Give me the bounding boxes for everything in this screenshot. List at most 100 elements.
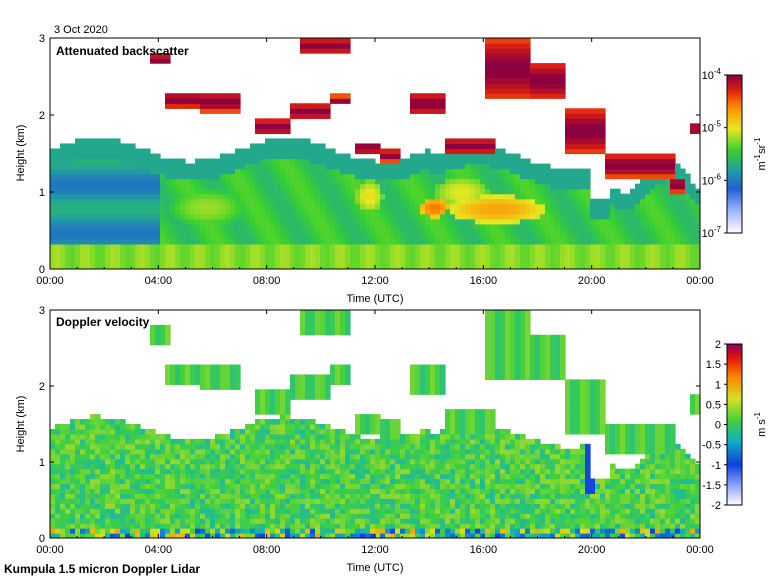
velocity-cell	[305, 394, 311, 400]
velocity-cell	[280, 443, 286, 450]
backscatter-cell	[655, 218, 661, 225]
velocity-cell	[315, 448, 321, 455]
velocity-cell	[310, 310, 316, 316]
velocity-cell	[55, 483, 61, 490]
backscatter-cell	[525, 228, 531, 235]
backscatter-cell	[165, 98, 171, 104]
backscatter-cell	[455, 173, 461, 180]
velocity-cell	[225, 438, 231, 445]
backscatter-cell	[180, 263, 186, 269]
backscatter-cell	[490, 73, 496, 79]
backscatter-cell	[90, 183, 96, 190]
velocity-cell	[85, 419, 91, 425]
velocity-cell	[300, 513, 306, 519]
backscatter-cell	[385, 193, 391, 200]
backscatter-cell	[430, 263, 436, 269]
velocity-cell	[230, 483, 236, 490]
backscatter-cell	[480, 138, 486, 145]
velocity-cell	[155, 518, 161, 524]
velocity-cell	[195, 483, 201, 490]
backscatter-cell	[520, 78, 526, 84]
backscatter-cell	[575, 198, 581, 205]
velocity-cell	[135, 493, 141, 499]
backscatter-cell	[315, 178, 321, 185]
backscatter-cell	[430, 98, 436, 104]
backscatter-cell	[195, 173, 201, 180]
backscatter-cell	[70, 153, 76, 160]
velocity-cell	[225, 443, 231, 450]
velocity-cell	[215, 369, 221, 376]
backscatter-cell	[100, 163, 106, 170]
velocity-cell	[290, 424, 296, 430]
velocity-cell	[80, 463, 86, 470]
backscatter-cell	[335, 223, 341, 230]
backscatter-cell	[595, 253, 601, 260]
backscatter-cell	[445, 173, 451, 180]
velocity-cell	[65, 453, 71, 460]
backscatter-cell	[255, 153, 261, 160]
velocity-cell	[310, 319, 316, 326]
backscatter-cell	[525, 243, 531, 250]
backscatter-cell	[280, 178, 286, 185]
velocity-cell	[160, 478, 166, 485]
backscatter-cell	[270, 238, 276, 245]
backscatter-cell	[630, 258, 636, 265]
velocity-cell	[55, 478, 61, 485]
backscatter-cell	[635, 193, 641, 200]
backscatter-cell	[135, 203, 141, 210]
velocity-cell	[285, 493, 291, 499]
backscatter-cell	[200, 108, 206, 114]
backscatter-cell	[680, 208, 686, 215]
backscatter-cell	[200, 228, 206, 235]
backscatter-cell	[330, 238, 336, 245]
backscatter-cell	[625, 233, 631, 240]
backscatter-cell	[510, 258, 516, 265]
velocity-cell	[290, 488, 296, 494]
backscatter-cell	[630, 243, 636, 250]
velocity-cell	[280, 409, 286, 415]
backscatter-cell	[490, 223, 496, 230]
backscatter-cell	[475, 183, 481, 190]
backscatter-cell	[290, 138, 296, 145]
backscatter-cell	[330, 163, 336, 170]
velocity-cell	[155, 523, 161, 529]
backscatter-cell	[200, 233, 206, 240]
velocity-cell	[295, 513, 301, 519]
backscatter-cell	[220, 238, 226, 245]
backscatter-cell	[320, 233, 326, 240]
velocity-cell	[135, 483, 141, 490]
backscatter-cell	[590, 238, 596, 245]
backscatter-cell	[595, 263, 601, 269]
backscatter-cell	[695, 208, 700, 215]
backscatter-cell	[190, 188, 196, 195]
backscatter-cell	[400, 158, 406, 165]
backscatter-cell	[390, 173, 396, 180]
backscatter-cell	[335, 168, 341, 175]
backscatter-cell	[555, 258, 561, 265]
velocity-cell	[210, 448, 216, 455]
backscatter-cell	[170, 238, 176, 245]
backscatter-cell	[450, 138, 456, 145]
backscatter-cell	[455, 183, 461, 190]
backscatter-cell	[530, 168, 536, 175]
backscatter-cell	[240, 183, 246, 190]
velocity-cell	[65, 438, 71, 445]
backscatter-cell	[190, 248, 196, 255]
velocity-cell	[260, 463, 266, 470]
backscatter-cell	[295, 263, 301, 269]
backscatter-cell	[125, 253, 131, 260]
backscatter-cell	[280, 153, 286, 160]
y-tick-label: 2	[39, 110, 45, 122]
backscatter-cell	[180, 168, 186, 175]
backscatter-cell	[135, 208, 141, 215]
backscatter-cell	[325, 228, 331, 235]
velocity-cell	[105, 523, 111, 529]
backscatter-cell	[315, 238, 321, 245]
velocity-cell	[155, 453, 161, 460]
backscatter-cell	[595, 213, 601, 220]
velocity-cell	[195, 523, 201, 529]
backscatter-cell	[445, 248, 451, 255]
backscatter-cell	[280, 163, 286, 170]
velocity-cell	[75, 523, 81, 529]
backscatter-cell	[305, 163, 311, 170]
